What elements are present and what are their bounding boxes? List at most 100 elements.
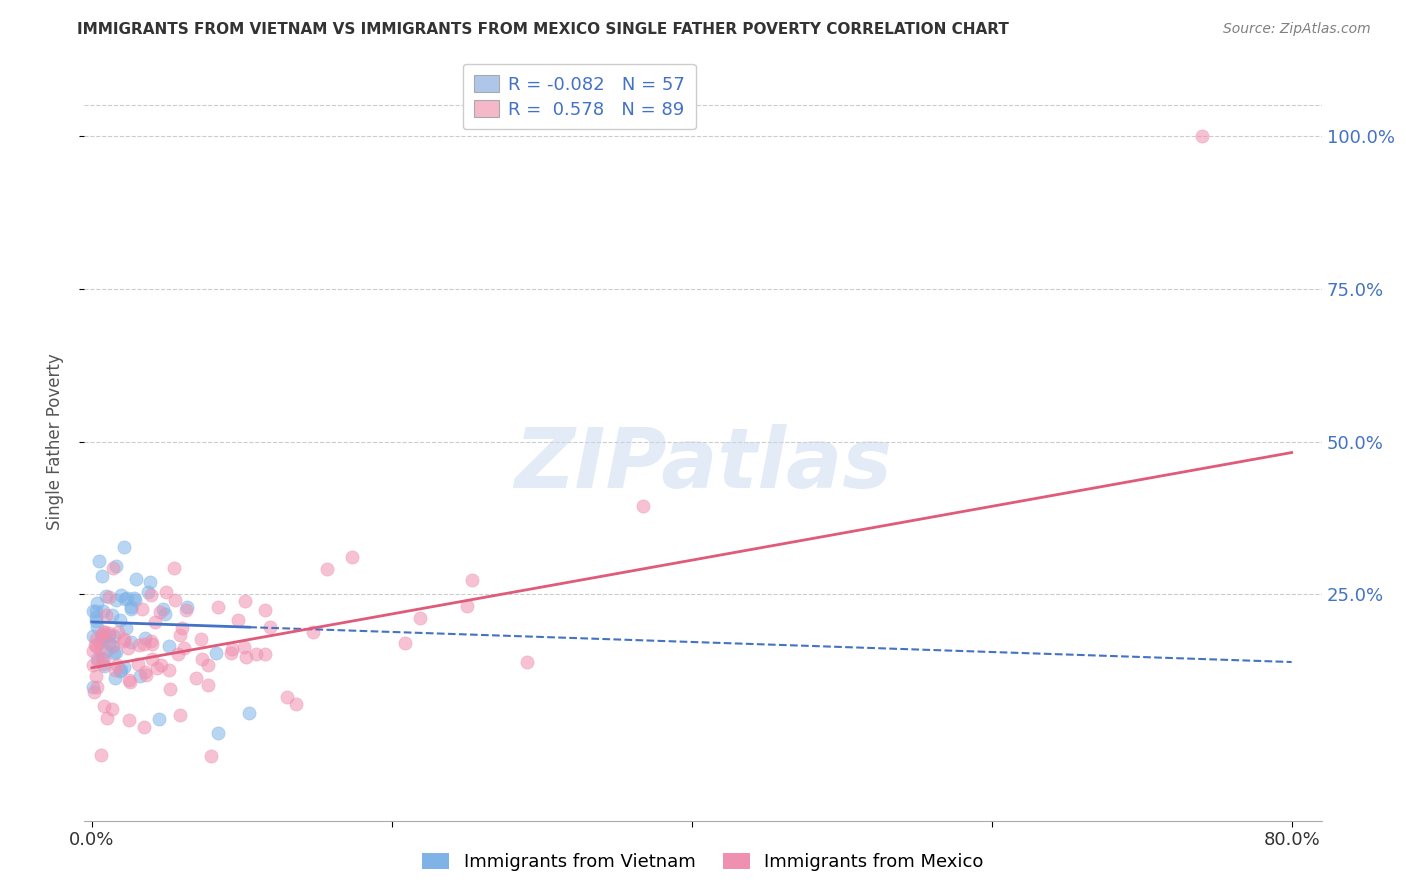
Point [117,641,139,656]
Point [84,609,107,624]
Point [82,658,104,673]
Point [118,714,141,728]
Point [114,634,136,648]
Point [120,634,142,648]
Point [108,613,131,627]
Point [191,652,214,666]
Point [134,721,156,735]
Point [284,698,307,712]
Point [98,591,121,605]
Point [207,600,229,615]
Point [245,648,267,662]
Point [226,613,249,627]
Point [276,690,298,705]
Point [131,602,153,616]
Point [117,591,139,605]
Point [221,642,243,657]
Point [105,593,128,607]
Point [342,549,364,564]
Point [233,594,256,608]
Point [157,640,180,654]
Point [84,638,107,652]
Point [90,628,112,642]
Text: Source: ZipAtlas.com: Source: ZipAtlas.com [1223,22,1371,37]
Point [104,671,127,685]
Point [148,712,170,726]
Point [134,631,156,645]
Point [120,600,142,615]
Point [394,636,416,650]
Point [184,671,207,685]
Point [104,663,127,677]
Text: ZIPatlas: ZIPatlas [515,424,891,505]
Point [143,615,166,629]
Point [93,699,115,714]
Point [253,603,276,617]
Point [122,591,145,606]
Point [163,592,186,607]
Point [155,585,177,599]
Point [84,614,107,628]
Point [259,620,281,634]
Y-axis label: Single Father Poverty: Single Father Poverty [45,353,63,530]
Point [162,561,184,575]
Point [631,499,654,513]
Point [235,649,257,664]
Point [207,726,229,740]
Point [93,630,115,644]
Point [112,660,135,674]
Point [93,630,115,644]
Point [174,603,197,617]
Point [136,585,159,599]
Point [82,680,104,694]
Point [170,621,193,635]
Point [153,607,176,622]
Point [103,629,125,643]
Point [83,685,105,699]
Point [159,681,181,696]
Point [91,657,114,671]
Point [190,632,212,647]
Point [135,668,157,682]
Point [219,647,242,661]
Point [98,628,121,642]
Point [90,748,112,763]
Legend: Immigrants from Vietnam, Immigrants from Mexico: Immigrants from Vietnam, Immigrants from… [415,846,991,879]
Point [93,632,115,646]
Point [89,643,111,657]
Point [108,664,131,678]
Point [134,665,156,679]
Point [516,655,538,669]
Point [316,562,339,576]
Point [124,593,146,607]
Point [152,602,174,616]
Point [197,657,219,672]
Point [456,599,478,614]
Point [107,625,129,640]
Point [96,710,118,724]
Point [103,560,125,574]
Point [96,607,118,622]
Point [167,647,190,661]
Point [103,646,125,660]
Point [101,639,124,653]
Point [86,604,108,618]
Point [112,540,135,554]
Point [104,645,127,659]
Point [145,661,167,675]
Point [84,632,107,646]
Point [91,604,114,618]
Point [150,658,173,673]
Point [169,708,191,723]
Point [94,589,117,603]
Point [93,624,115,639]
Point [84,669,107,683]
Point [110,588,132,602]
Point [96,644,118,658]
Point [82,644,104,658]
Point [132,637,155,651]
Point [89,635,111,649]
Point [86,619,108,633]
Point [139,575,162,590]
Point [101,702,124,716]
